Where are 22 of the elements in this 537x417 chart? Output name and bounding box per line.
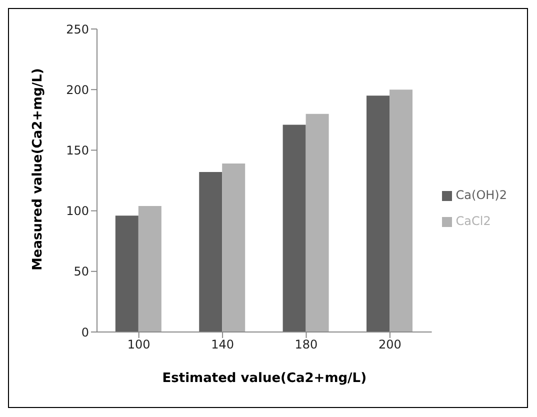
y-tick-label: 150 (66, 143, 89, 158)
y-tick-label: 50 (74, 264, 89, 279)
y-axis-title: Measured value(Ca2+mg/L) (30, 68, 46, 270)
x-tick-label: 200 (378, 338, 402, 352)
bar (138, 206, 162, 332)
legend-label: CaCl2 (456, 214, 491, 228)
bar (366, 96, 390, 332)
legend-label: Ca(OH)2 (456, 188, 507, 202)
x-tick-label: 100 (127, 338, 150, 352)
y-tick-label: 250 (66, 22, 89, 36)
bar (282, 124, 306, 332)
x-tick-label: 180 (294, 338, 318, 352)
bar (222, 164, 246, 332)
y-tick-label: 0 (81, 325, 89, 340)
x-axis-title: Estimated value(Ca2+mg/L) (162, 371, 367, 386)
x-tick-label: 140 (211, 338, 234, 352)
bar (199, 172, 222, 332)
y-tick-label: 200 (66, 82, 89, 97)
bar (115, 216, 138, 332)
y-tick-label: 100 (66, 204, 89, 218)
bar (390, 90, 413, 332)
bar (306, 114, 329, 332)
